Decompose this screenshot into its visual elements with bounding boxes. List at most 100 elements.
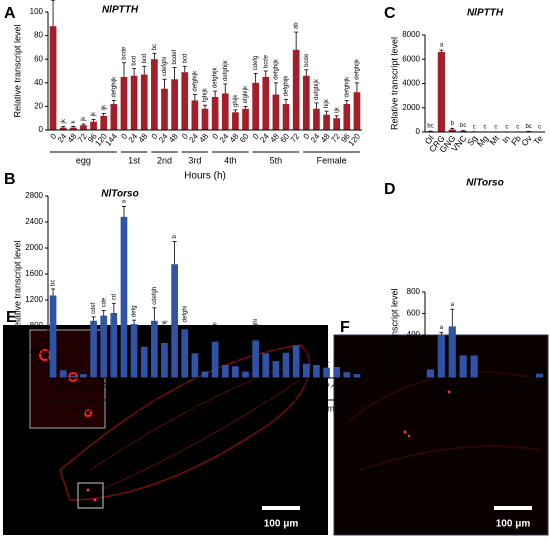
- y-tick-label: 20: [34, 102, 43, 111]
- bar: [293, 50, 300, 130]
- bar: [343, 372, 350, 378]
- bar: [171, 79, 178, 130]
- bar: [283, 353, 290, 378]
- cell: [408, 435, 410, 437]
- significance-letter: efghijk: [243, 85, 249, 103]
- significance-letter: ghijk: [142, 328, 148, 341]
- x-tick-label: 48: [137, 131, 150, 144]
- y-tick-label: 1200: [25, 295, 43, 304]
- y-tick-label: 0: [39, 373, 44, 382]
- significance-letter: jk: [81, 116, 87, 122]
- panel-label: B: [4, 171, 16, 188]
- bar: [354, 92, 361, 130]
- bar: [80, 125, 87, 130]
- chart-title: NlPTTH: [467, 8, 504, 19]
- significance-letter: defghijk: [192, 70, 198, 92]
- bar: [293, 346, 300, 379]
- bar: [121, 77, 128, 130]
- y-axis-label: Relative transcript level: [12, 24, 22, 117]
- bar: [60, 370, 67, 378]
- significance-letter: bc: [525, 124, 531, 130]
- bar: [110, 313, 117, 378]
- significance-letter: defghijk: [355, 58, 361, 80]
- bar: [449, 326, 456, 378]
- group-label: egg: [76, 403, 91, 413]
- bar: [262, 353, 269, 378]
- significance-letter: jk: [61, 118, 67, 124]
- bar: [242, 109, 249, 130]
- bar: [131, 324, 138, 378]
- significance-letter: efghi: [253, 319, 259, 332]
- bar: [131, 76, 138, 130]
- y-axis-label: Relative transcript level: [389, 37, 399, 130]
- group-label: 1st: [128, 155, 141, 165]
- bar: [50, 295, 57, 378]
- group-label: 2nd: [157, 155, 172, 165]
- significance-letter: bc: [460, 123, 466, 129]
- x-tick-label: 60: [238, 131, 251, 144]
- significance-letter: bcde: [304, 53, 310, 67]
- bar: [438, 335, 445, 378]
- significance-letter: hijk: [324, 98, 330, 108]
- bar: [470, 355, 477, 378]
- group-label: Female: [317, 403, 347, 413]
- significance-letter: ab: [294, 22, 300, 29]
- bar: [110, 104, 117, 130]
- bar: [151, 321, 158, 378]
- significance-letter: a: [440, 43, 444, 49]
- bar: [141, 75, 148, 130]
- bar: [100, 316, 107, 378]
- significance-letter: m: [71, 367, 77, 372]
- significance-letter: m: [355, 365, 361, 370]
- x-tick-label: Te: [531, 133, 545, 147]
- significance-letter: defghijk: [344, 76, 350, 98]
- y-tick-label: 600: [407, 309, 421, 318]
- x-tick-label: 120: [347, 131, 363, 147]
- chart-title: NlTorso: [101, 189, 138, 200]
- significance-letter: bcd: [142, 54, 148, 64]
- bar: [252, 83, 259, 130]
- significance-letter: jk: [91, 111, 97, 117]
- bar: [313, 109, 320, 130]
- significance-letter: defghijk: [213, 66, 219, 88]
- significance-letter: efghi: [213, 322, 219, 335]
- bar: [171, 264, 178, 378]
- bar: [323, 368, 330, 378]
- significance-letter: jklm: [334, 351, 340, 363]
- significance-letter: c: [516, 370, 519, 376]
- significance-letter: lm: [243, 361, 249, 367]
- significance-letter: bcde: [263, 54, 269, 68]
- bar: [303, 76, 310, 130]
- bar: [536, 374, 543, 378]
- bar: [427, 369, 434, 378]
- y-tick-label: 400: [30, 347, 44, 356]
- bar: [192, 101, 199, 131]
- bar: [354, 374, 361, 378]
- y-tick-label: 0: [416, 127, 421, 136]
- significance-letter: a: [122, 199, 128, 203]
- bar: [192, 353, 199, 378]
- y-axis-label: Relative transcript level: [12, 240, 22, 333]
- bar: [438, 52, 445, 132]
- bar: [181, 329, 188, 378]
- bar: [212, 342, 219, 378]
- significance-letter: hijklm: [284, 330, 290, 345]
- y-tick-label: 0: [416, 373, 421, 382]
- x-tick-label: 144: [104, 131, 120, 147]
- y-tick-label: 4000: [402, 79, 420, 88]
- significance-letter: bcd: [182, 54, 188, 64]
- significance-letter: defghijk: [223, 59, 229, 81]
- significance-letter: bcd: [132, 56, 138, 66]
- bar: [232, 366, 239, 378]
- y-tick-label: 0: [39, 125, 44, 134]
- bar: [222, 365, 229, 378]
- bar: [333, 367, 340, 378]
- y-tick-label: 2400: [25, 217, 43, 226]
- significance-letter: klm: [61, 355, 67, 364]
- significance-letter: defghijk: [314, 78, 320, 100]
- group-label: 5th: [270, 155, 283, 165]
- y-tick-label: 80: [34, 31, 43, 40]
- significance-letter: ghijk: [233, 94, 239, 107]
- significance-letter: c: [527, 370, 530, 376]
